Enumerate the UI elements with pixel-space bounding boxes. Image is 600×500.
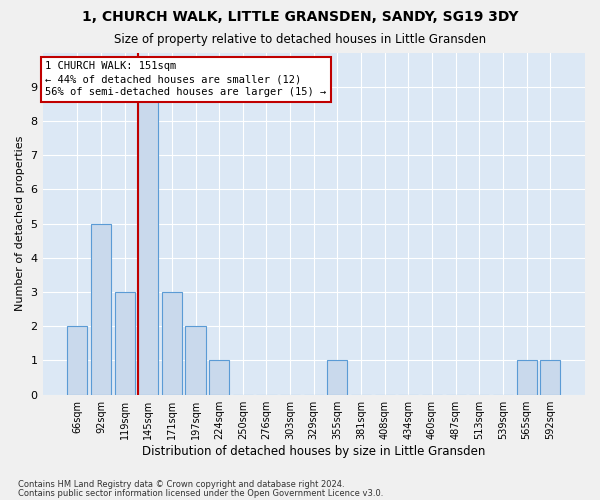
Bar: [185, 326, 206, 394]
Bar: [91, 224, 111, 394]
Text: 1 CHURCH WALK: 151sqm
← 44% of detached houses are smaller (12)
56% of semi-deta: 1 CHURCH WALK: 151sqm ← 44% of detached …: [45, 61, 326, 98]
Text: 1, CHURCH WALK, LITTLE GRANSDEN, SANDY, SG19 3DY: 1, CHURCH WALK, LITTLE GRANSDEN, SANDY, …: [82, 10, 518, 24]
Bar: [67, 326, 88, 394]
Bar: [138, 86, 158, 395]
Bar: [162, 292, 182, 394]
Bar: [209, 360, 229, 394]
Bar: [328, 360, 347, 394]
Y-axis label: Number of detached properties: Number of detached properties: [15, 136, 25, 312]
Text: Size of property relative to detached houses in Little Gransden: Size of property relative to detached ho…: [114, 32, 486, 46]
X-axis label: Distribution of detached houses by size in Little Gransden: Distribution of detached houses by size …: [142, 444, 485, 458]
Text: Contains HM Land Registry data © Crown copyright and database right 2024.: Contains HM Land Registry data © Crown c…: [18, 480, 344, 489]
Bar: [115, 292, 134, 394]
Text: Contains public sector information licensed under the Open Government Licence v3: Contains public sector information licen…: [18, 488, 383, 498]
Bar: [540, 360, 560, 394]
Bar: [517, 360, 536, 394]
